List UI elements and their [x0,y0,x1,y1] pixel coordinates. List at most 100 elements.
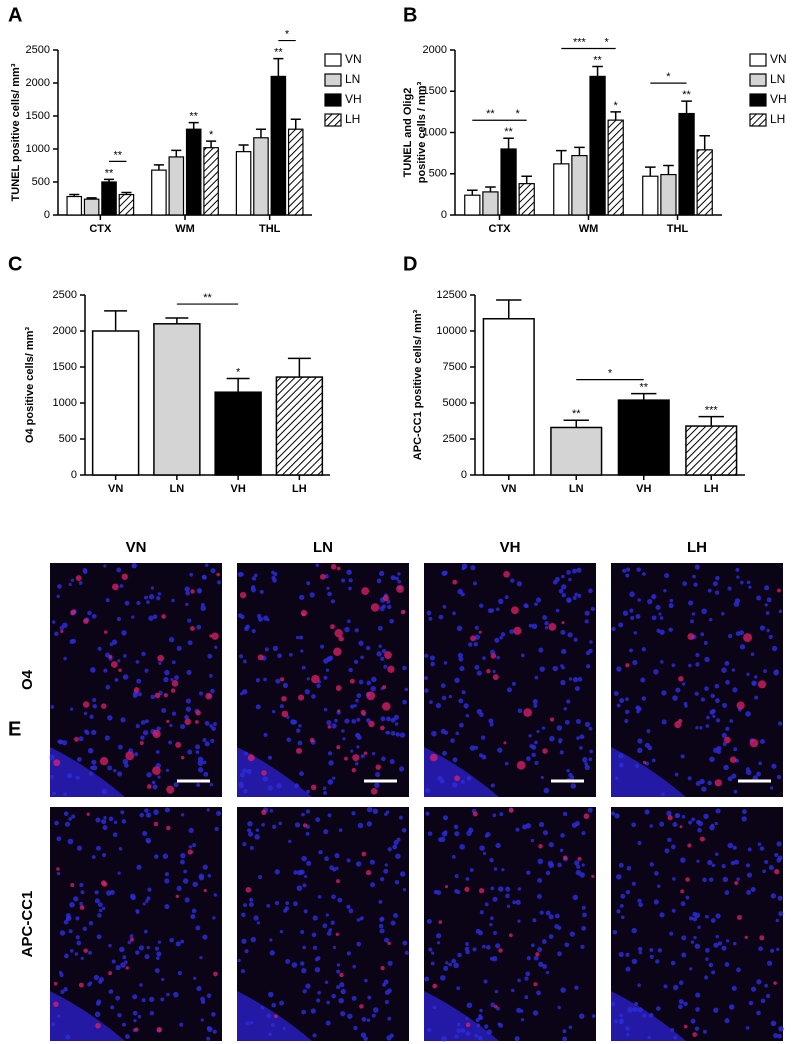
stained-cell [311,674,320,684]
stained-cell [382,685,387,690]
nucleus [346,951,351,956]
nucleus [524,604,529,609]
nucleus [500,632,506,637]
nucleus [533,703,538,708]
nucleus [164,807,171,813]
nucleus [457,952,462,958]
stained-cell [363,751,368,755]
nucleus [491,956,498,962]
nucleus [192,843,197,848]
bar [185,128,202,216]
nucleus [282,682,289,688]
nucleus [490,1002,495,1008]
nucleus [561,648,567,655]
nucleus [316,956,321,961]
nucleus [704,656,710,663]
stained-cell [523,708,532,717]
error-bar [226,377,250,393]
nucleus [69,949,74,953]
nucleus [347,619,351,624]
nucleus [142,902,146,906]
y-axis-label: positive cells / mm³ [416,81,428,183]
nucleus [305,831,310,836]
stained-cell [759,935,765,941]
bar [642,175,659,216]
nucleus [209,782,214,787]
nucleus [356,745,360,749]
nucleus [176,645,182,651]
stained-cell [82,701,90,708]
nucleus [465,877,470,881]
y-tick-label: 0 [441,209,447,221]
nucleus [326,931,332,936]
nucleus [460,779,465,784]
x-tick-label: LN [569,483,584,495]
stained-cell [344,756,348,761]
nucleus [572,894,579,901]
nucleus [67,838,74,845]
nucleus [496,655,500,660]
nucleus [95,1000,101,1006]
stained-cell [330,624,335,630]
nucleus [369,859,375,865]
nucleus [474,634,480,640]
nucleus [366,806,373,813]
nucleus [721,732,727,738]
nucleus [708,962,714,968]
nucleus [637,840,642,846]
bar [275,376,324,476]
nucleus [721,611,725,616]
nucleus [299,594,305,600]
stained-cell [156,1026,163,1033]
legend-swatch [749,113,767,127]
nucleus [690,1018,696,1024]
y-tick-label: 2000 [423,44,447,56]
nucleus [327,813,332,818]
y-axis-label: O4 positive cells/ mm³ [24,327,36,443]
nucleus [493,867,498,871]
nucleus [586,664,591,669]
nucleus [694,564,700,570]
nucleus [197,756,204,763]
nucleus [242,842,247,847]
nucleus [767,960,773,966]
nucleus [346,569,352,575]
stained-cell [216,572,220,577]
nucleus [371,752,376,756]
nucleus [774,852,779,858]
nucleus [259,589,264,595]
nucleus [102,825,108,831]
nucleus [625,567,631,572]
nucleus [536,729,540,734]
nucleus [60,989,65,995]
nucleus [245,1021,250,1026]
nucleus [268,991,274,998]
stained-cell [382,702,391,711]
nucleus [361,1016,367,1022]
stained-cell [211,632,219,640]
stained-cell [205,692,213,700]
nucleus [214,826,219,831]
stained-cell [464,886,470,892]
nucleus [773,1033,779,1039]
nucleus [334,718,338,723]
nucleus [715,575,720,581]
nucleus [158,661,162,665]
nucleus [694,1026,700,1031]
nucleus [520,653,525,658]
nucleus [156,951,162,957]
nucleus [50,704,55,709]
nucleus [317,895,322,899]
y-tick-label: 7500 [443,361,467,373]
nucleus [243,659,247,664]
micrograph-dense-region [611,747,686,797]
bar [589,75,606,216]
nucleus [620,915,625,920]
nucleus [189,572,194,577]
nucleus [584,764,590,771]
stained-cell [508,807,514,813]
stained-cell [60,629,64,633]
nucleus [442,604,447,609]
nucleus [561,593,566,598]
nucleus [633,631,637,635]
